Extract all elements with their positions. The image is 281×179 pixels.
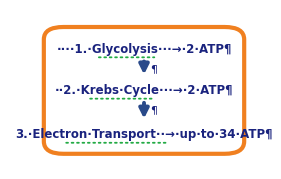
Text: ¶: ¶ [151,105,158,115]
Text: 3.·Electron·Transport··→·up·to·34·ATP¶: 3.·Electron·Transport··→·up·to·34·ATP¶ [15,128,273,141]
Text: ····1.·Glycolysis···→·2·ATP¶: ····1.·Glycolysis···→·2·ATP¶ [56,43,232,55]
FancyBboxPatch shape [44,27,244,154]
Text: ··2.·Krebs·Cycle···→·2·ATP¶: ··2.·Krebs·Cycle···→·2·ATP¶ [55,84,233,97]
Text: ¶: ¶ [151,64,158,74]
